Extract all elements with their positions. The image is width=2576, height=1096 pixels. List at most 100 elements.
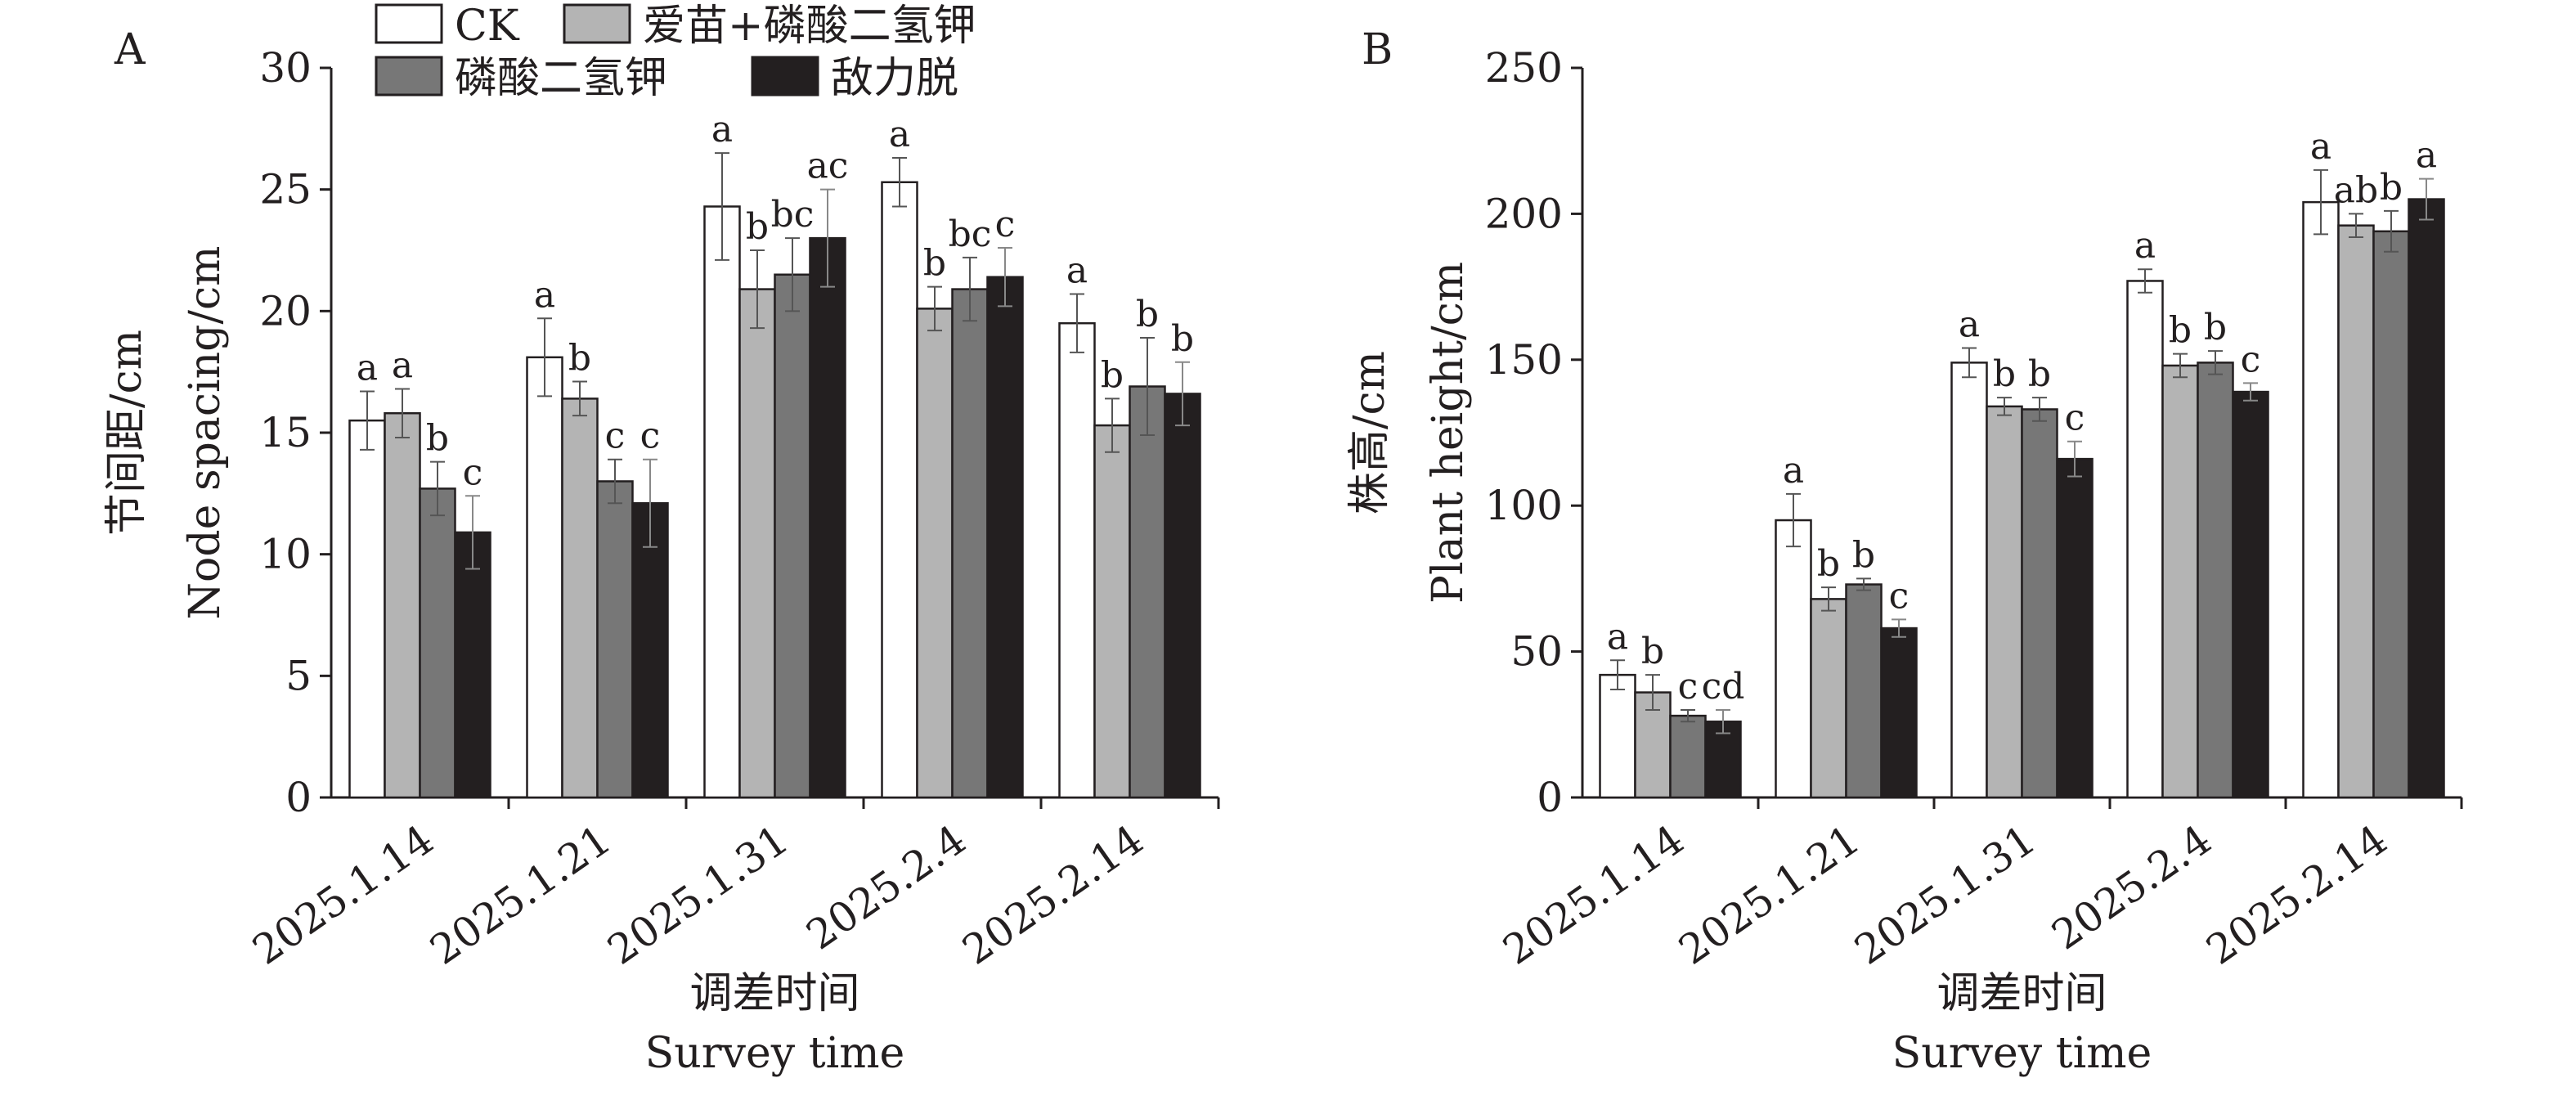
significance-label: a: [2416, 135, 2437, 177]
bar: [1093, 424, 1131, 799]
bar: [384, 411, 421, 799]
x-tick-label: 2025.1.21: [422, 815, 620, 973]
y-axis-title: 节间距/cm: [102, 330, 151, 536]
significance-label: b: [2028, 353, 2051, 395]
x-tick-label: 2025.2.14: [954, 815, 1152, 973]
y-tick-label: 0: [285, 774, 312, 821]
significance-label: c: [605, 415, 626, 457]
y-tick-label: 50: [1510, 628, 1563, 676]
bar: [916, 308, 954, 799]
bar: [2197, 362, 2234, 799]
significance-label: ab: [2334, 169, 2378, 211]
y-tick-label: 150: [1485, 336, 1563, 384]
y-tick-label: 15: [259, 409, 312, 456]
bar: [2372, 230, 2410, 799]
legend-label: CK: [455, 2, 520, 51]
y-tick-label: 10: [259, 531, 312, 578]
legend-swatch: [375, 3, 443, 44]
chart-panel-b: B 0 50 100 150 200 250 株高/cm Plant height/cm 2025…: [1345, 25, 2463, 1078]
chart-panel-a: A 0 5 10 15 20 25 30 节间距/cm Node spacing/cm 2025.1…: [102, 25, 1220, 1078]
bar: [951, 288, 989, 799]
x-tick-label: 2025.2.14: [2198, 815, 2396, 973]
significance-label: a: [2310, 126, 2331, 168]
significance-label: a: [889, 114, 910, 155]
bar: [2232, 390, 2269, 799]
bar: [1950, 362, 1988, 799]
panel-label: A: [114, 25, 146, 74]
y-tick-label: 30: [259, 44, 312, 92]
significance-label: b: [1136, 294, 1159, 335]
significance-label: c: [995, 204, 1016, 245]
y-axis-title: Node spacing/cm: [181, 246, 230, 620]
panel-label: B: [1362, 25, 1393, 74]
legend-swatch: [563, 3, 631, 44]
bar: [1129, 385, 1166, 799]
significance-label: b: [746, 206, 769, 248]
significance-label: bc: [949, 213, 992, 255]
significance-label: a: [1783, 450, 1804, 492]
y-tick-label: 5: [285, 652, 312, 699]
bar: [1058, 321, 1096, 799]
significance-label: b: [1171, 318, 1194, 360]
bar: [2126, 280, 2164, 799]
significance-label: b: [2204, 307, 2227, 348]
bar: [1845, 583, 1883, 799]
significance-label: b: [1993, 353, 2016, 395]
y-tick-label: 100: [1485, 482, 1563, 529]
bar: [1775, 519, 1812, 799]
significance-label: b: [1817, 543, 1840, 585]
significance-label: b: [568, 338, 591, 380]
bar: [774, 273, 811, 799]
bar: [2408, 198, 2445, 799]
bar: [526, 356, 563, 799]
significance-label: c: [463, 451, 483, 493]
bar: [2161, 364, 2199, 799]
significance-label: c: [640, 415, 661, 457]
bar: [419, 487, 456, 799]
bar: [2337, 224, 2375, 799]
bar: [2021, 408, 2058, 799]
significance-label: b: [1101, 354, 1124, 396]
bar: [348, 419, 386, 799]
bar: [1880, 627, 1918, 799]
legend-label: 敌力脱: [831, 54, 958, 103]
x-tick-label: 2025.1.31: [599, 815, 797, 973]
bar: [1599, 673, 1636, 799]
significance-label: b: [2380, 167, 2403, 209]
legend-swatch: [751, 56, 819, 97]
significance-label: a: [534, 274, 555, 316]
significance-label: bc: [771, 194, 815, 236]
bar: [738, 288, 776, 799]
x-tick-label: 2025.1.14: [245, 815, 442, 973]
y-axis-title: 株高/cm: [1345, 351, 1394, 514]
y-axis-title: Plant height/cm: [1424, 262, 1473, 604]
x-tick-label: 2025.1.31: [1847, 815, 2044, 973]
x-axis-title: Survey time: [1892, 1029, 2152, 1078]
significance-label: a: [2134, 225, 2156, 267]
bar: [1810, 598, 1847, 799]
significance-label: a: [1066, 250, 1088, 292]
x-axis-title: 调差时间: [1936, 969, 2107, 1018]
significance-label: a: [711, 109, 733, 150]
significance-label: c: [2065, 398, 2085, 439]
bar: [881, 181, 918, 799]
x-tick-label: 2025.2.4: [2044, 815, 2220, 959]
bar: [1986, 405, 2023, 799]
significance-label: b: [426, 418, 449, 460]
bar: [631, 501, 669, 799]
x-axis-title: 调差时间: [689, 969, 859, 1018]
y-tick-label: 0: [1537, 774, 1563, 821]
significance-label: a: [357, 347, 378, 389]
bar: [703, 205, 741, 799]
y-tick-label: 20: [259, 287, 312, 335]
bar: [2302, 200, 2340, 799]
significance-label: b: [923, 243, 946, 285]
significance-label: b: [1641, 631, 1664, 672]
significance-label: a: [392, 344, 413, 386]
y-tick-label: 250: [1485, 44, 1563, 92]
significance-label: c: [1889, 575, 1910, 617]
significance-label: cd: [1702, 666, 1745, 707]
significance-label: c: [2241, 339, 2261, 380]
